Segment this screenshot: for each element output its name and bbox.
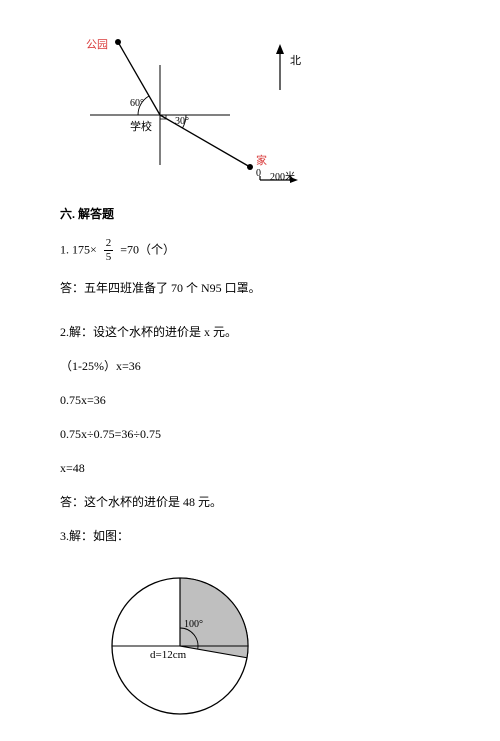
- scale-zero: 0: [256, 168, 261, 179]
- q1-answer: 答：五年四班准备了 70 个 N95 口罩。: [60, 279, 440, 297]
- page-content: 公园 北 60° 30° 学校 家 0 200米 六. 解答题 1. 175× …: [0, 0, 500, 741]
- section-title: 六. 解答题: [60, 205, 440, 222]
- q2-line6: 答：这个水杯的进价是 48 元。: [60, 493, 440, 511]
- q2-line5: x=48: [60, 459, 440, 477]
- direction-svg: [70, 20, 370, 185]
- school-label: 学校: [130, 118, 152, 134]
- q1-fraction: 2 5: [104, 238, 114, 263]
- direction-diagram: 公园 北 60° 30° 学校 家 0 200米: [70, 20, 370, 185]
- circle-diagram: 100° d=12cm: [90, 561, 270, 721]
- q1-expression: 1. 175× 2 5 =70（个）: [60, 238, 440, 263]
- home-label: 家: [256, 152, 267, 168]
- q1-suffix: =70（个）: [120, 242, 175, 256]
- q1-frac-num: 2: [104, 238, 114, 251]
- angle60-label: 60°: [130, 98, 144, 109]
- q1-prefix: 1. 175×: [60, 242, 97, 256]
- d12-label: d=12cm: [150, 649, 186, 661]
- north-label: 北: [290, 52, 301, 68]
- circle-svg: [90, 561, 270, 721]
- q2-line3: 0.75x=36: [60, 391, 440, 409]
- angle30-label: 30°: [175, 116, 189, 127]
- q2-line2: （1-25%）x=36: [60, 357, 440, 375]
- q1-frac-den: 5: [104, 251, 114, 263]
- angle100-label: 100°: [184, 619, 203, 630]
- park-label: 公园: [86, 36, 108, 52]
- q2-line1: 2.解：设这个水杯的进价是 x 元。: [60, 323, 440, 341]
- q3-intro: 3.解：如图：: [60, 527, 440, 545]
- scale-unit: 200米: [270, 168, 295, 183]
- q2-line4: 0.75x÷0.75=36÷0.75: [60, 425, 440, 443]
